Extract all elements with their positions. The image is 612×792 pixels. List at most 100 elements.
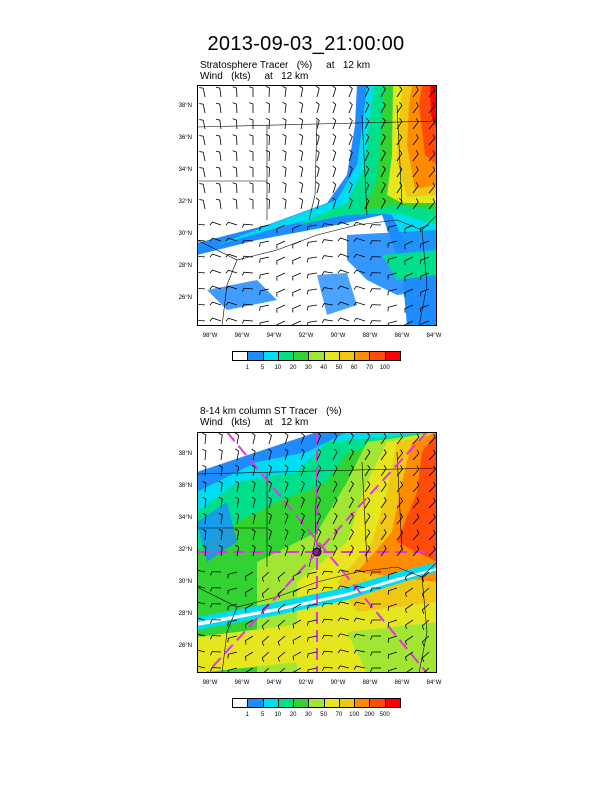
wind-barb: [202, 512, 207, 525]
wind-barb: [428, 182, 436, 194]
lon-label: 98°W: [202, 333, 218, 339]
wind-barb: [396, 133, 403, 146]
wind-barb: [232, 118, 238, 130]
wind-barb: [277, 635, 286, 646]
legend-swatch: [323, 698, 340, 708]
wind-barb: [321, 255, 334, 260]
wind-barb: [306, 240, 318, 247]
wind-barb: [299, 85, 304, 98]
wind-barb: [353, 285, 366, 290]
wind-barb: [244, 603, 254, 613]
panel2-legend-bar: [232, 698, 401, 708]
wind-barb: [370, 571, 381, 576]
wind-barb: [348, 117, 353, 130]
lon-label: 84°W: [426, 680, 442, 686]
wind-barb: [353, 317, 366, 322]
wind-barb: [268, 448, 272, 461]
wind-barb: [241, 287, 254, 292]
wind-barb: [387, 667, 398, 673]
wind-barb: [202, 464, 207, 477]
legend-tick-label: 70: [335, 712, 343, 718]
wind-barb: [249, 134, 254, 145]
wind-barb: [276, 240, 286, 249]
legend-tick-label: 30: [305, 712, 312, 718]
wind-barb: [387, 256, 398, 264]
legend-tick-label: 100: [379, 365, 390, 371]
wind-barb: [396, 85, 403, 98]
wind-barb: [364, 448, 371, 461]
wind-barb: [202, 528, 207, 541]
wind-barb: [277, 619, 286, 630]
lat-label: 30°N: [178, 231, 192, 237]
lat-label: 38°N: [178, 451, 192, 457]
lat-label: 36°N: [178, 483, 192, 489]
wind-barb: [202, 496, 207, 509]
wind-barb: [306, 304, 318, 311]
wind-barb: [428, 198, 436, 210]
wind-barb: [412, 497, 420, 509]
wind-barb: [396, 465, 404, 477]
wind-barb: [396, 481, 404, 493]
wind-barb: [268, 464, 272, 477]
wind-barb: [380, 101, 386, 114]
wind-barb: [428, 166, 436, 178]
panel1-legend-bar: [232, 351, 401, 361]
legend-tick-label: 5: [260, 365, 265, 371]
wind-barb: [396, 545, 404, 557]
wind-barb: [348, 512, 354, 525]
legend-swatch: [338, 698, 356, 708]
wind-barb: [282, 181, 287, 194]
wind-barb: [307, 587, 318, 594]
wind-barb: [265, 181, 270, 194]
panel1-title-line2: Wind (kts) at 12 km: [200, 71, 309, 82]
wind-barb: [202, 448, 207, 461]
wind-barb: [421, 619, 430, 630]
wind-barb: [300, 464, 305, 477]
wind-barb: [268, 528, 272, 541]
wind-barb: [278, 667, 286, 673]
wind-barb: [321, 634, 334, 639]
wind-barb: [332, 496, 338, 509]
wind-barb: [251, 432, 256, 445]
lon-label: 86°W: [394, 333, 410, 339]
wind-barb: [337, 269, 350, 274]
wind-barb: [251, 464, 256, 477]
wind-barb: [215, 102, 222, 114]
wind-barb: [370, 651, 381, 656]
wind-barb: [197, 303, 206, 306]
wind-barb: [232, 182, 238, 194]
wind-barb: [299, 149, 304, 162]
wind-barb: [315, 85, 320, 98]
wind-barb: [332, 544, 338, 557]
legend-swatch: [308, 698, 325, 708]
wind-barb: [197, 255, 206, 258]
wind-barb: [235, 512, 240, 525]
wind-barb: [422, 667, 430, 673]
wind-barb: [292, 304, 302, 313]
wind-barb: [387, 288, 398, 296]
wind-barb: [227, 603, 238, 611]
wind-barb: [292, 288, 302, 297]
wind-barb: [232, 198, 238, 210]
wind-barb: [321, 239, 334, 244]
wind-barb: [316, 480, 322, 493]
legend-tick-label: 40: [320, 365, 327, 371]
wind-barb: [209, 269, 222, 274]
wind-barb: [307, 651, 318, 658]
wind-barb: [244, 651, 254, 661]
wind-barb: [387, 603, 398, 611]
wind-barb: [199, 119, 206, 130]
wind-barb: [421, 571, 430, 582]
legend-swatch: [354, 698, 371, 708]
wind-barb: [370, 272, 382, 277]
wind-barb: [235, 496, 240, 509]
wind-barb: [404, 288, 414, 297]
wind-barb: [396, 149, 403, 162]
wind-barb: [215, 150, 222, 162]
legend-swatch: [323, 351, 340, 361]
wind-barb: [249, 86, 254, 97]
panel2-title-line1: 8-14 km column ST Tracer (%): [200, 406, 342, 417]
wind-barb: [420, 320, 430, 326]
wind-barb: [380, 149, 386, 162]
wind-barb: [261, 603, 270, 614]
